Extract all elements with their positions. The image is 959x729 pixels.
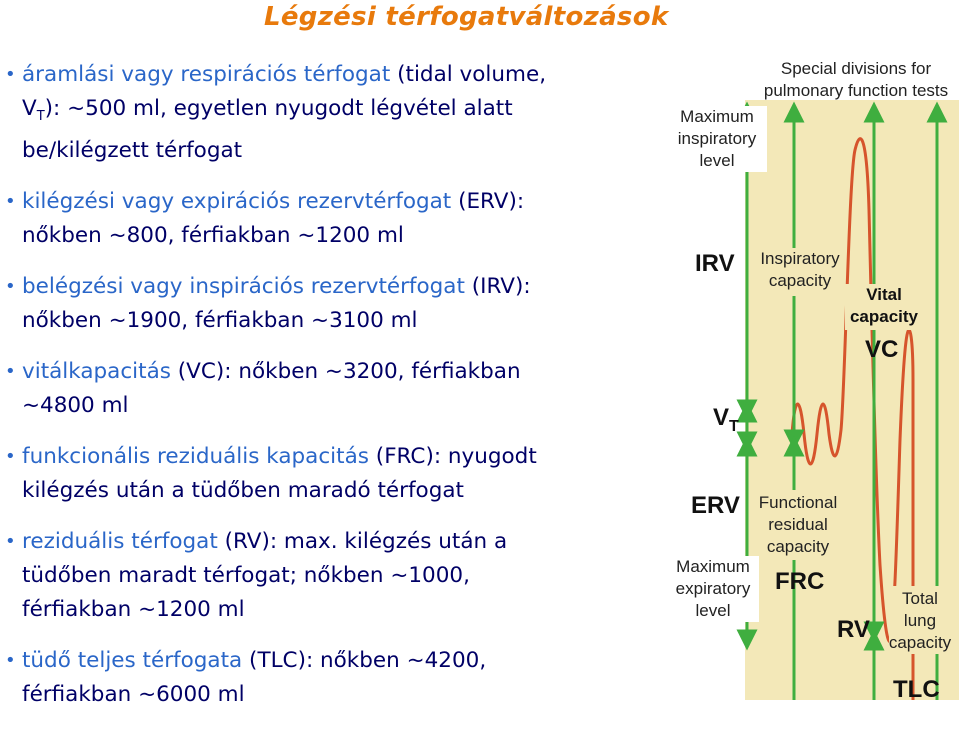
vt-label: VT xyxy=(713,404,739,436)
header-mask xyxy=(745,50,959,100)
bullet-erv: • kilégzési vagy expirációs rezervtérfog… xyxy=(0,185,650,253)
bullet-text: (VC): nőkben ~3200, férfiakban xyxy=(170,359,521,384)
label-line: Inspiratory xyxy=(760,249,840,268)
bullet-list: • áramlási vagy respirációs térfogat (ti… xyxy=(0,58,650,729)
label-line: residual xyxy=(768,515,828,534)
bullet-text-cont: ~4800 ml xyxy=(22,393,129,418)
vc-label: VC xyxy=(865,336,899,363)
bullet-rv: • reziduális térfogat (RV): max. kilégzé… xyxy=(0,525,650,627)
bullet-text: (ERV): xyxy=(451,189,525,214)
bullet-dot: • xyxy=(5,650,16,671)
label-mask-ic xyxy=(757,248,843,296)
label-line: level xyxy=(695,601,731,620)
bullet-text-cont: nőkben ~800, férfiakban ~1200 ml xyxy=(22,223,404,248)
label-line: Vital xyxy=(866,285,902,304)
label-line: capacity xyxy=(849,307,919,326)
irv-label: IRV xyxy=(695,250,735,277)
label-line: expiratory xyxy=(675,579,751,598)
max-expiratory-level-label: Maximum expiratory level xyxy=(667,556,759,622)
bullet-text: (FRC): nyugodt xyxy=(368,444,537,469)
bullet-irv: • belégzési vagy inspirációs rezervtérfo… xyxy=(0,270,650,338)
vt-symbol: V xyxy=(22,96,37,121)
term-erv: kilégzési vagy expirációs rezervtérfogat xyxy=(22,189,452,214)
label-line: Maximum xyxy=(680,107,754,126)
bullet-text: (IRV): xyxy=(464,274,531,299)
functional-residual-capacity-label: Functional residual capacity xyxy=(753,492,843,558)
label-line: capacity xyxy=(766,537,830,556)
term-rv: reziduális térfogat xyxy=(22,529,218,554)
bullet-text-cont: be/kilégzett térfogat xyxy=(22,138,243,163)
term-frc: funkcionális reziduális kapacitás xyxy=(22,444,369,469)
label-mask-vc xyxy=(845,284,923,330)
vital-capacity-label: Vital capacity xyxy=(845,284,923,328)
diagram-header: Special divisions for pulmonary function… xyxy=(753,58,959,102)
vt-subscript: T xyxy=(729,418,739,435)
label-line: Maximum xyxy=(676,557,750,576)
label-line: capacity xyxy=(768,271,832,290)
label-line: Total xyxy=(902,589,938,608)
bullet-dot: • xyxy=(5,446,16,467)
bullet-text: (RV): max. kilégzés után a xyxy=(217,529,508,554)
term-tidal-volume: áramlási vagy respirációs térfogat xyxy=(22,62,391,87)
bullet-tidal-volume: • áramlási vagy respirációs térfogat (ti… xyxy=(0,58,650,168)
bullet-dot: • xyxy=(5,191,16,212)
diagram-header-line: Special divisions for xyxy=(780,59,932,78)
label-line: capacity xyxy=(888,633,952,652)
label-line: inspiratory xyxy=(677,129,757,148)
label-mask-tlc xyxy=(889,586,953,654)
inspiratory-capacity-label: Inspiratory capacity xyxy=(757,248,843,292)
lung-volume-diagram: Special divisions for pulmonary function… xyxy=(667,50,959,700)
label-mask-frc xyxy=(753,490,843,560)
rv-label: RV xyxy=(837,616,870,643)
bullet-text-cont: kilégzés után a tüdőben maradó térfogat xyxy=(22,478,464,503)
max-inspiratory-level-label: Maximum inspiratory level xyxy=(667,106,767,172)
vt-symbol: V xyxy=(713,404,730,431)
erv-label: ERV xyxy=(691,492,740,519)
label-line: Functional xyxy=(758,493,838,512)
bullet-vc: • vitálkapacitás (VC): nőkben ~3200, fér… xyxy=(0,355,650,423)
bullet-text: VT): ~500 ml, egyetlen nyugodt légvétel … xyxy=(22,96,513,124)
bullet-dot: • xyxy=(5,64,16,85)
slide-title: Légzési térfogatváltozások xyxy=(264,2,669,32)
term-tlc: tüdő teljes térfogata xyxy=(22,648,243,673)
total-lung-capacity-label: Total lung capacity xyxy=(885,588,955,654)
diagram-header-line: pulmonary function tests xyxy=(763,81,949,100)
bullet-text: (tidal volume, xyxy=(390,62,547,87)
bullet-text-cont: ): ~500 ml, egyetlen nyugodt légvétel al… xyxy=(44,96,513,121)
bullet-frc: • funkcionális reziduális kapacitás (FRC… xyxy=(0,440,650,508)
label-line: lung xyxy=(903,611,937,630)
bullet-text-cont: tüdőben maradt térfogat; nőkben ~1000, xyxy=(22,563,470,588)
bullet-dot: • xyxy=(5,531,16,552)
diagram-svg xyxy=(736,50,959,700)
tlc-label: TLC xyxy=(893,676,940,700)
term-irv: belégzési vagy inspirációs rezervtérfoga… xyxy=(22,274,465,299)
vt-subscript: T xyxy=(36,109,45,124)
term-vc: vitálkapacitás xyxy=(22,359,171,384)
label-line: level xyxy=(699,151,735,170)
bullet-tlc: • tüdő teljes térfogata (TLC): nőkben ~4… xyxy=(0,644,650,712)
bullet-text-cont: nőkben ~1900, férfiakban ~3100 ml xyxy=(22,308,418,333)
bullet-text: (TLC): nőkben ~4200, xyxy=(242,648,487,673)
frc-label: FRC xyxy=(775,568,825,595)
bullet-text-cont: férfiakban ~1200 ml xyxy=(22,597,245,622)
bullet-text-cont: férfiakban ~6000 ml xyxy=(22,682,245,707)
bullet-dot: • xyxy=(5,361,16,382)
bullet-dot: • xyxy=(5,276,16,297)
